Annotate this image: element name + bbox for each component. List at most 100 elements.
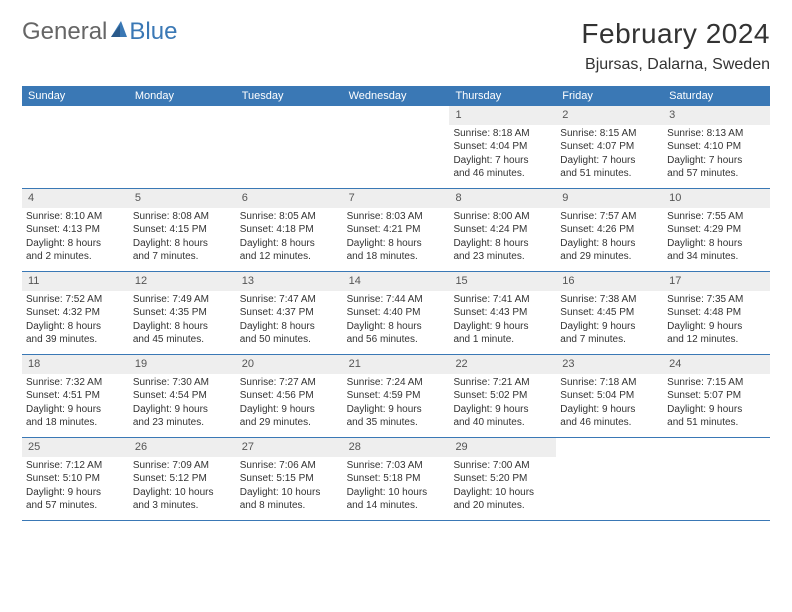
daylight2-text: and 56 minutes. <box>347 333 446 347</box>
day-info: Sunrise: 8:18 AMSunset: 4:04 PMDaylight:… <box>449 127 556 181</box>
calendar: SundayMondayTuesdayWednesdayThursdayFrid… <box>22 86 770 521</box>
daylight1-text: Daylight: 10 hours <box>347 486 446 500</box>
daylight1-text: Daylight: 8 hours <box>26 320 125 334</box>
daylight1-text: Daylight: 9 hours <box>667 403 766 417</box>
day-cell: 8Sunrise: 8:00 AMSunset: 4:24 PMDaylight… <box>449 189 556 271</box>
sunrise-text: Sunrise: 7:49 AM <box>133 293 232 307</box>
day-number: 8 <box>449 189 556 208</box>
weekday-header: Tuesday <box>236 86 343 106</box>
day-cell: 17Sunrise: 7:35 AMSunset: 4:48 PMDayligh… <box>663 272 770 354</box>
day-info: Sunrise: 7:30 AMSunset: 4:54 PMDaylight:… <box>129 376 236 430</box>
daylight1-text: Daylight: 8 hours <box>133 320 232 334</box>
daylight2-text: and 40 minutes. <box>453 416 552 430</box>
daylight2-text: and 18 minutes. <box>26 416 125 430</box>
daylight2-text: and 51 minutes. <box>667 416 766 430</box>
day-number: 3 <box>663 106 770 125</box>
daylight2-text: and 18 minutes. <box>347 250 446 264</box>
day-number: 23 <box>556 355 663 374</box>
daylight1-text: Daylight: 9 hours <box>26 486 125 500</box>
month-title: February 2024 <box>581 18 770 50</box>
sunset-text: Sunset: 5:15 PM <box>240 472 339 486</box>
sunrise-text: Sunrise: 7:00 AM <box>453 459 552 473</box>
day-number: 4 <box>22 189 129 208</box>
sunset-text: Sunset: 4:35 PM <box>133 306 232 320</box>
daylight1-text: Daylight: 9 hours <box>453 320 552 334</box>
day-info: Sunrise: 7:49 AMSunset: 4:35 PMDaylight:… <box>129 293 236 347</box>
daylight2-text: and 20 minutes. <box>453 499 552 513</box>
sunrise-text: Sunrise: 8:15 AM <box>560 127 659 141</box>
day-info: Sunrise: 7:55 AMSunset: 4:29 PMDaylight:… <box>663 210 770 264</box>
day-info: Sunrise: 8:10 AMSunset: 4:13 PMDaylight:… <box>22 210 129 264</box>
sunset-text: Sunset: 5:20 PM <box>453 472 552 486</box>
day-number: 28 <box>343 438 450 457</box>
daylight2-text: and 45 minutes. <box>133 333 232 347</box>
daylight2-text: and 23 minutes. <box>133 416 232 430</box>
sunset-text: Sunset: 4:21 PM <box>347 223 446 237</box>
sunrise-text: Sunrise: 7:38 AM <box>560 293 659 307</box>
sunset-text: Sunset: 4:51 PM <box>26 389 125 403</box>
daylight2-text: and 7 minutes. <box>133 250 232 264</box>
sunset-text: Sunset: 5:02 PM <box>453 389 552 403</box>
sunrise-text: Sunrise: 7:18 AM <box>560 376 659 390</box>
week-row: 18Sunrise: 7:32 AMSunset: 4:51 PMDayligh… <box>22 355 770 438</box>
daylight1-text: Daylight: 8 hours <box>560 237 659 251</box>
day-number: 10 <box>663 189 770 208</box>
daylight1-text: Daylight: 10 hours <box>240 486 339 500</box>
logo: General Blue <box>22 18 177 46</box>
sunrise-text: Sunrise: 7:06 AM <box>240 459 339 473</box>
day-number: 5 <box>129 189 236 208</box>
daylight1-text: Daylight: 8 hours <box>240 320 339 334</box>
sunset-text: Sunset: 4:40 PM <box>347 306 446 320</box>
day-info: Sunrise: 7:09 AMSunset: 5:12 PMDaylight:… <box>129 459 236 513</box>
day-cell: 21 Sunrise: 7:24 AMSunset: 4:59 PMDayligh… <box>343 355 450 437</box>
empty-cell <box>556 438 663 520</box>
day-number: 14 <box>343 272 450 291</box>
sunrise-text: Sunrise: 8:03 AM <box>347 210 446 224</box>
day-cell: 15Sunrise: 7:41 AMSunset: 4:43 PMDayligh… <box>449 272 556 354</box>
sunset-text: Sunset: 4:24 PM <box>453 223 552 237</box>
day-cell: 24Sunrise: 7:15 AMSunset: 5:07 PMDayligh… <box>663 355 770 437</box>
sunset-text: Sunset: 4:13 PM <box>26 223 125 237</box>
day-info: Sunrise: 7:06 AMSunset: 5:15 PMDaylight:… <box>236 459 343 513</box>
sunset-text: Sunset: 4:10 PM <box>667 140 766 154</box>
day-number: 1 <box>449 106 556 125</box>
day-info: Sunrise: 7:57 AMSunset: 4:26 PMDaylight:… <box>556 210 663 264</box>
daylight1-text: Daylight: 8 hours <box>133 237 232 251</box>
day-number: 11 <box>22 272 129 291</box>
weekday-header-row: SundayMondayTuesdayWednesdayThursdayFrid… <box>22 86 770 106</box>
day-info: Sunrise: 7:27 AMSunset: 4:56 PMDaylight:… <box>236 376 343 430</box>
daylight2-text: and 46 minutes. <box>453 167 552 181</box>
day-number: 27 <box>236 438 343 457</box>
empty-cell <box>343 106 450 188</box>
day-cell: 26Sunrise: 7:09 AMSunset: 5:12 PMDayligh… <box>129 438 236 520</box>
weekday-header: Wednesday <box>343 86 450 106</box>
sunrise-text: Sunrise: 7:55 AM <box>667 210 766 224</box>
sunset-text: Sunset: 4:18 PM <box>240 223 339 237</box>
day-cell: 29Sunrise: 7:00 AMSunset: 5:20 PMDayligh… <box>449 438 556 520</box>
sunset-text: Sunset: 5:18 PM <box>347 472 446 486</box>
day-cell: 7Sunrise: 8:03 AMSunset: 4:21 PMDaylight… <box>343 189 450 271</box>
daylight1-text: Daylight: 7 hours <box>560 154 659 168</box>
day-number: 21 <box>343 355 450 374</box>
title-block: February 2024 Bjursas, Dalarna, Sweden <box>581 18 770 74</box>
day-info: Sunrise: 8:05 AMSunset: 4:18 PMDaylight:… <box>236 210 343 264</box>
day-cell: 22Sunrise: 7:21 AMSunset: 5:02 PMDayligh… <box>449 355 556 437</box>
day-cell: 13Sunrise: 7:47 AMSunset: 4:37 PMDayligh… <box>236 272 343 354</box>
day-cell: 20Sunrise: 7:27 AMSunset: 4:56 PMDayligh… <box>236 355 343 437</box>
day-cell: 2Sunrise: 8:15 AMSunset: 4:07 PMDaylight… <box>556 106 663 188</box>
weekday-header: Monday <box>129 86 236 106</box>
day-info: Sunrise: 7:00 AMSunset: 5:20 PMDaylight:… <box>449 459 556 513</box>
sunset-text: Sunset: 4:54 PM <box>133 389 232 403</box>
day-info: Sunrise: 7:24 AMSunset: 4:59 PMDaylight:… <box>343 376 450 430</box>
page-header: General Blue February 2024 Bjursas, Dala… <box>0 0 792 78</box>
daylight1-text: Daylight: 9 hours <box>347 403 446 417</box>
day-number: 12 <box>129 272 236 291</box>
sunrise-text: Sunrise: 7:57 AM <box>560 210 659 224</box>
daylight1-text: Daylight: 10 hours <box>133 486 232 500</box>
day-info: Sunrise: 7:03 AMSunset: 5:18 PMDaylight:… <box>343 459 450 513</box>
sunset-text: Sunset: 4:26 PM <box>560 223 659 237</box>
logo-text-general: General <box>22 18 107 46</box>
day-info: Sunrise: 8:08 AMSunset: 4:15 PMDaylight:… <box>129 210 236 264</box>
logo-text-blue: Blue <box>129 18 177 46</box>
day-cell: 1 Sunrise: 8:18 AMSunset: 4:04 PMDaylight… <box>449 106 556 188</box>
